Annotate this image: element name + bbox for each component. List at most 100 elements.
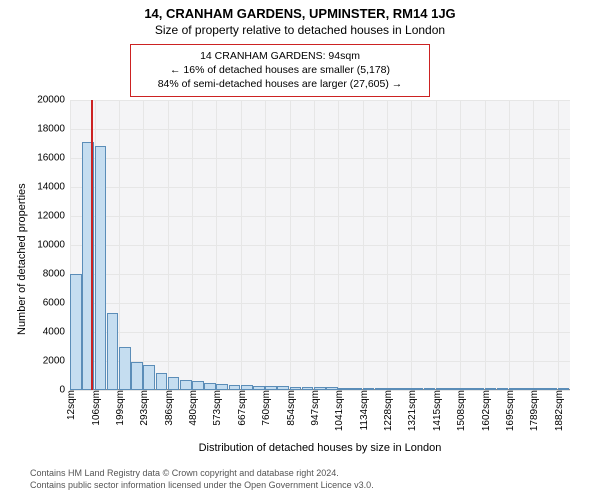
x-tick-label: 1415sqm bbox=[429, 390, 443, 431]
annotation-line1: 14 CRANHAM GARDENS: 94sqm bbox=[139, 49, 421, 63]
title-main: 14, CRANHAM GARDENS, UPMINSTER, RM14 1JG bbox=[0, 0, 600, 21]
x-tick-label: 386sqm bbox=[161, 390, 175, 426]
gridline-v bbox=[509, 100, 510, 390]
gridline-v bbox=[314, 100, 315, 390]
gridline-h bbox=[70, 303, 570, 304]
gridline-h bbox=[70, 216, 570, 217]
annotation-line2: ← 16% of detached houses are smaller (5,… bbox=[139, 63, 421, 77]
gridline-h bbox=[70, 245, 570, 246]
gridline-v bbox=[363, 100, 364, 390]
histogram-bar bbox=[485, 388, 497, 390]
histogram-bar bbox=[168, 377, 180, 390]
annotation-box: 14 CRANHAM GARDENS: 94sqm ← 16% of detac… bbox=[130, 44, 430, 97]
histogram-bar bbox=[143, 365, 155, 390]
histogram-bar bbox=[424, 388, 436, 390]
gridline-h bbox=[70, 129, 570, 130]
histogram-bar bbox=[241, 385, 253, 390]
y-tick-label: 8000 bbox=[43, 269, 70, 280]
annotation-line3: 84% of semi-detached houses are larger (… bbox=[139, 77, 421, 91]
histogram-plot: 0200040006000800010000120001400016000180… bbox=[70, 100, 570, 390]
gridline-v bbox=[411, 100, 412, 390]
footer-line1: Contains HM Land Registry data © Crown c… bbox=[30, 468, 374, 480]
histogram-bar bbox=[460, 388, 472, 390]
gridline-v bbox=[387, 100, 388, 390]
y-tick-label: 4000 bbox=[43, 327, 70, 338]
y-axis-label: Number of detached properties bbox=[16, 183, 28, 335]
histogram-bar bbox=[107, 313, 119, 390]
y-tick-label: 18000 bbox=[37, 124, 70, 135]
x-tick-label: 1508sqm bbox=[453, 390, 467, 431]
histogram-bar bbox=[545, 388, 557, 390]
histogram-bar bbox=[375, 388, 387, 390]
footer-line2: Contains public sector information licen… bbox=[30, 480, 374, 492]
x-tick-label: 854sqm bbox=[283, 390, 297, 426]
gridline-h bbox=[70, 274, 570, 275]
x-tick-label: 1882sqm bbox=[551, 390, 565, 431]
histogram-bar bbox=[180, 380, 192, 390]
chart-container: 14, CRANHAM GARDENS, UPMINSTER, RM14 1JG… bbox=[0, 0, 600, 500]
histogram-bar bbox=[387, 388, 399, 390]
gridline-v bbox=[558, 100, 559, 390]
histogram-bar bbox=[95, 146, 107, 390]
gridline-v bbox=[485, 100, 486, 390]
histogram-bar bbox=[302, 387, 314, 390]
gridline-v bbox=[460, 100, 461, 390]
histogram-bar bbox=[509, 388, 521, 390]
histogram-bar bbox=[204, 383, 216, 390]
gridline-h bbox=[70, 361, 570, 362]
gridline-v bbox=[143, 100, 144, 390]
histogram-bar bbox=[131, 362, 143, 390]
title-sub: Size of property relative to detached ho… bbox=[0, 21, 600, 37]
histogram-bar bbox=[448, 388, 460, 390]
histogram-bar bbox=[229, 385, 241, 391]
histogram-bar bbox=[411, 388, 423, 390]
gridline-v bbox=[290, 100, 291, 390]
y-tick-label: 14000 bbox=[37, 182, 70, 193]
x-tick-label: 760sqm bbox=[258, 390, 272, 426]
gridline-h bbox=[70, 332, 570, 333]
x-tick-label: 1134sqm bbox=[356, 390, 370, 430]
histogram-bar bbox=[277, 386, 289, 390]
histogram-bar bbox=[70, 274, 82, 390]
x-tick-label: 1321sqm bbox=[404, 390, 418, 431]
gridline-v bbox=[265, 100, 266, 390]
gridline-v bbox=[436, 100, 437, 390]
histogram-bar bbox=[216, 384, 228, 390]
histogram-bar bbox=[533, 388, 545, 390]
x-tick-label: 1789sqm bbox=[526, 390, 540, 431]
y-tick-label: 12000 bbox=[37, 211, 70, 222]
gridline-v bbox=[241, 100, 242, 390]
histogram-bar bbox=[350, 388, 362, 390]
x-tick-label: 573sqm bbox=[209, 390, 223, 426]
y-tick-label: 6000 bbox=[43, 298, 70, 309]
histogram-bar bbox=[192, 381, 204, 390]
histogram-bar bbox=[338, 388, 350, 390]
histogram-bar bbox=[253, 386, 265, 390]
x-tick-label: 667sqm bbox=[234, 390, 248, 426]
x-tick-label: 1695sqm bbox=[502, 390, 516, 431]
footer-attribution: Contains HM Land Registry data © Crown c… bbox=[30, 468, 374, 491]
gridline-v bbox=[168, 100, 169, 390]
x-tick-label: 1602sqm bbox=[478, 390, 492, 431]
x-tick-label: 199sqm bbox=[112, 390, 126, 426]
gridline-v bbox=[533, 100, 534, 390]
gridline-h bbox=[70, 100, 570, 101]
histogram-bar bbox=[472, 388, 484, 390]
histogram-bar bbox=[363, 388, 375, 390]
histogram-bar bbox=[156, 373, 168, 390]
gridline-v bbox=[216, 100, 217, 390]
x-tick-label: 106sqm bbox=[88, 390, 102, 426]
histogram-bar bbox=[436, 388, 448, 390]
x-tick-label: 12sqm bbox=[63, 390, 77, 420]
x-tick-label: 1041sqm bbox=[331, 390, 345, 431]
y-tick-label: 10000 bbox=[37, 240, 70, 251]
y-tick-label: 2000 bbox=[43, 356, 70, 367]
marker-line bbox=[91, 100, 93, 390]
histogram-bar bbox=[399, 388, 411, 390]
histogram-bar bbox=[558, 388, 570, 390]
y-tick-label: 20000 bbox=[37, 95, 70, 106]
x-tick-label: 480sqm bbox=[185, 390, 199, 426]
x-tick-label: 293sqm bbox=[136, 390, 150, 426]
x-axis-label: Distribution of detached houses by size … bbox=[70, 442, 570, 454]
histogram-bar bbox=[290, 387, 302, 390]
